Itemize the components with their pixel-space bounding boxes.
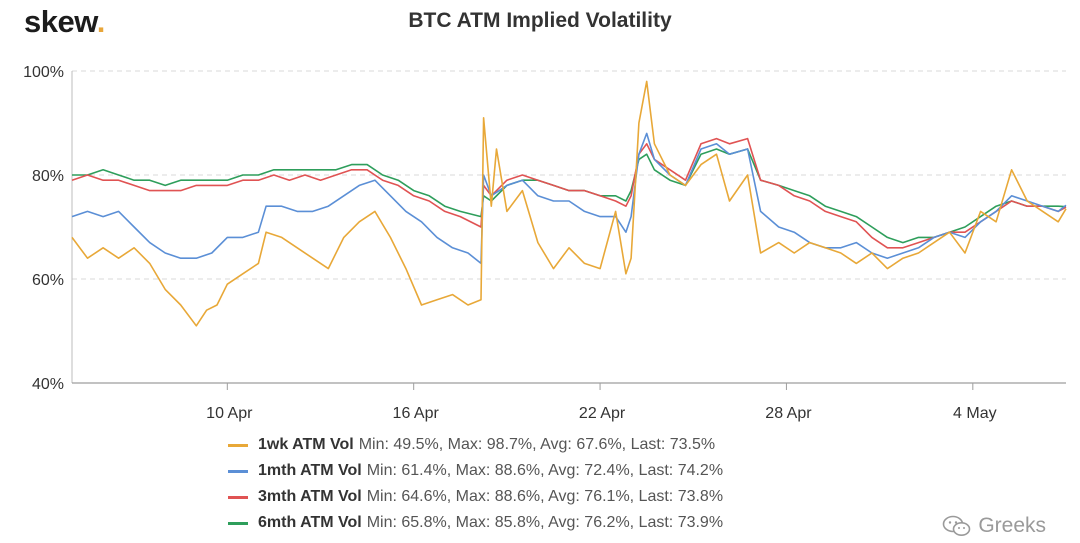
chart-title: BTC ATM Implied Volatility — [408, 9, 672, 32]
legend-series-name: 1mth ATM Vol — [258, 462, 362, 479]
legend-swatch — [228, 469, 248, 473]
series-line-2 — [71, 132, 1067, 265]
legend-entry[interactable]: 3mth ATM Vol Min: 64.6%, Max: 88.6%, Avg:… — [228, 484, 723, 510]
logo-text: skew — [24, 4, 97, 39]
x-tick-label: 4 May — [953, 405, 997, 422]
legend-series-name: 6mth ATM Vol — [258, 514, 362, 531]
axes: 40% 60% 80% 100% 10 Apr 16 Apr 22 Apr 28 Apr 4 M… — [23, 64, 1066, 422]
legend-entry[interactable]: 1wk ATM Vol Min: 49.5%, Max: 98.7%, Avg: … — [228, 432, 723, 458]
x-tick-label: 22 Apr — [579, 405, 626, 422]
gridlines — [72, 70, 1066, 280]
skew-logo: skew. — [24, 4, 105, 40]
y-tick-label: 80% — [32, 168, 64, 185]
x-tick-label: 16 Apr — [393, 405, 440, 422]
chart-plot: 40% 60% 80% 100% 10 Apr 16 Apr 22 Apr 28 Apr 4 M… — [23, 64, 1067, 422]
legend-series-stats: Min: 49.5%, Max: 98.7%, Avg: 67.6%, Last… — [358, 436, 716, 453]
series-line-4 — [72, 148, 1067, 244]
series-line-1 — [71, 80, 1067, 327]
logo-dot: . — [96, 4, 106, 39]
watermark-text: Greeks — [978, 514, 1046, 537]
legend-series-stats: Min: 64.6%, Max: 88.6%, Avg: 76.1%, Last… — [366, 488, 724, 505]
legend-series-stats: Min: 61.4%, Max: 88.6%, Avg: 72.4%, Last… — [366, 462, 724, 479]
y-tick-label: 100% — [23, 64, 64, 81]
series-lines — [71, 80, 1067, 327]
x-tick-label: 28 Apr — [765, 405, 812, 422]
legend-swatch — [228, 495, 248, 499]
legend-series-stats: Min: 65.8%, Max: 85.8%, Avg: 76.2%, Last… — [366, 514, 724, 531]
y-tick-label: 40% — [32, 376, 64, 393]
legend-entry[interactable]: 6mth ATM Vol Min: 65.8%, Max: 85.8%, Avg:… — [228, 510, 723, 536]
legend-entry[interactable]: 1mth ATM Vol Min: 61.4%, Max: 88.6%, Avg:… — [228, 458, 723, 484]
greeks-watermark: Greeks — [942, 514, 1046, 538]
legend-series-name: 3mth ATM Vol — [258, 488, 362, 505]
legend: 1wk ATM Vol Min: 49.5%, Max: 98.7%, Avg: … — [228, 432, 723, 536]
x-tick-label: 10 Apr — [206, 405, 253, 422]
series-line-3 — [71, 137, 1067, 249]
legend-series-name: 1wk ATM Vol — [258, 436, 354, 453]
wechat-icon — [943, 515, 971, 536]
y-tick-label: 60% — [32, 272, 64, 289]
legend-swatch — [228, 443, 248, 447]
legend-swatch — [228, 521, 248, 525]
